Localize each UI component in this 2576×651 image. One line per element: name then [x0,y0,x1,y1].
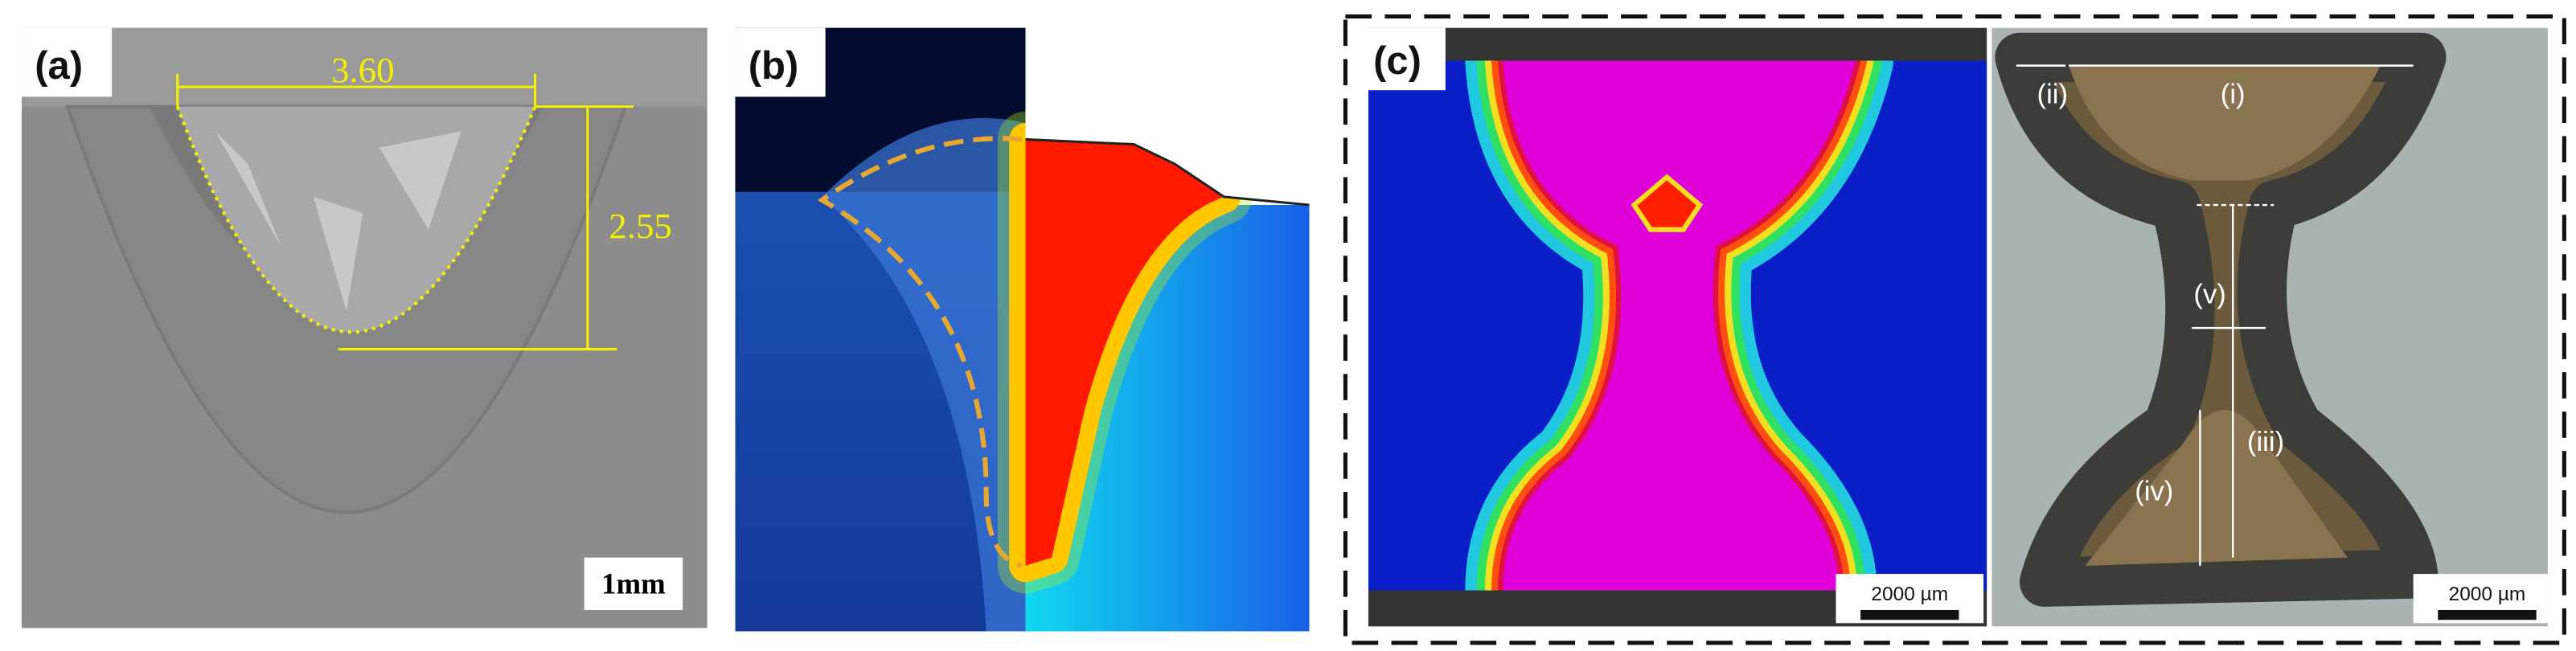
panel-label: (a) [35,44,83,88]
label-box [1363,27,1446,91]
scale-box [584,557,683,610]
fusion-outline [817,136,1023,568]
zone-label: (ii) [2037,80,2069,110]
zone-label: (iv) [2135,476,2173,506]
label-box [735,27,826,97]
scale-bar-label: 2000 µm [2449,583,2526,605]
scale-bar-label: 1mm [601,567,666,600]
scale-bar [2438,609,2537,620]
scale-bar [1860,609,1959,620]
depth-label: 2.55 [609,206,672,246]
panel-border [1343,14,2566,645]
zone-label: (iii) [2247,427,2284,457]
zone-markers [2016,64,2414,566]
label-box [21,27,113,97]
panel-b-image [735,27,1310,632]
panel-label: (b) [749,44,799,88]
micrograph-image [1991,27,2548,627]
simulation-image [1368,60,1987,591]
fusion-outline [175,105,537,334]
zone-label: (v) [2193,279,2225,309]
panel-label: (c) [1373,39,1421,83]
scale-bar-label: 2000 µm [1871,583,1948,605]
width-label: 3.60 [331,50,395,90]
panel-a-image [21,27,708,628]
dimension-lines [176,73,634,351]
zone-label: (i) [2221,80,2246,110]
